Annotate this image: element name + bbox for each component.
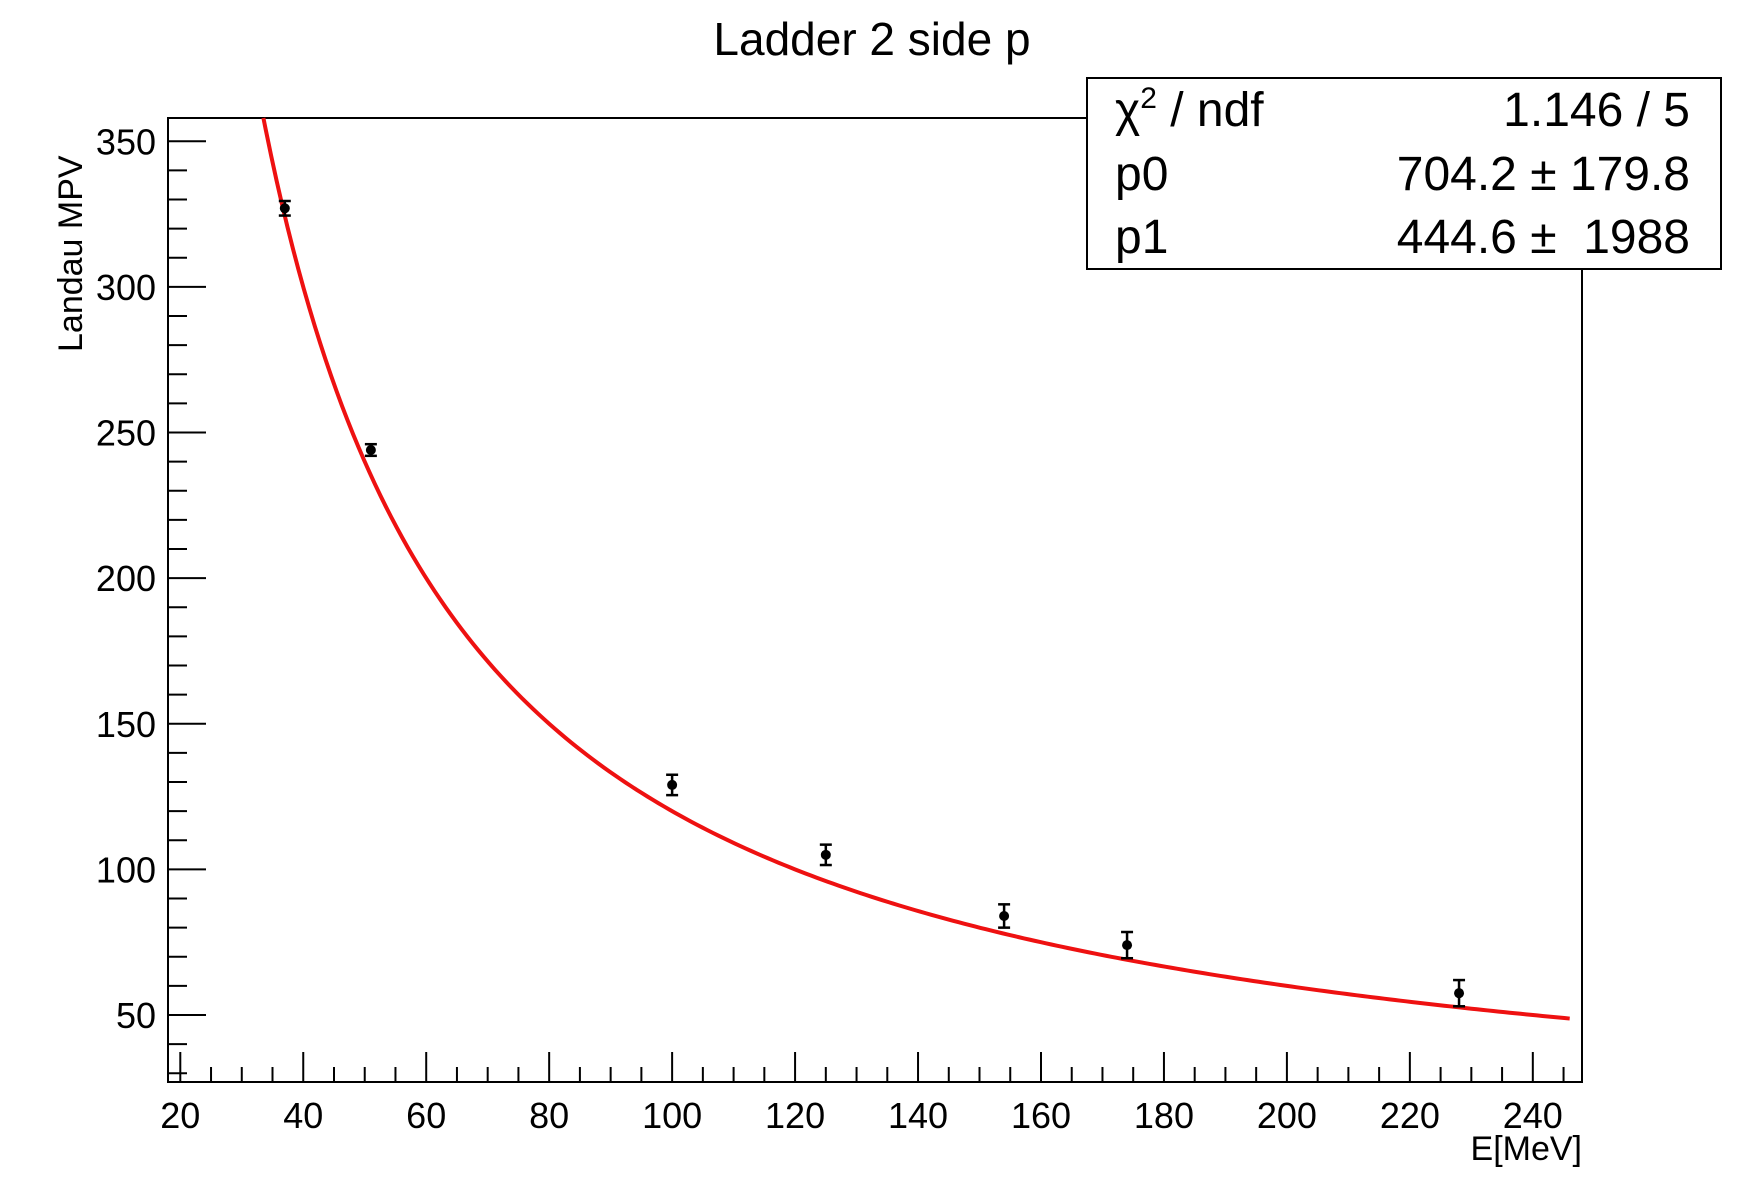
x-axis-title: E[MeV] <box>1471 1130 1582 1168</box>
x-tick-label: 40 <box>283 1095 323 1136</box>
x-tick-label: 100 <box>642 1095 702 1136</box>
data-points <box>278 199 1466 1008</box>
fit-curve <box>261 117 1570 1021</box>
y-tick-label: 50 <box>116 995 156 1036</box>
x-tick-label: 140 <box>888 1095 948 1136</box>
data-point <box>666 773 679 797</box>
data-point <box>998 903 1011 929</box>
plot-frame <box>167 117 1583 1083</box>
stats-value: 704.2 ± 179.8 <box>1397 148 1690 201</box>
point-marker <box>365 445 376 456</box>
y-axis: 50 100 150 200 250 300 350 <box>96 121 206 1075</box>
data-point <box>278 199 291 217</box>
stats-box-frame <box>1086 77 1722 270</box>
x-axis: 20 40 60 80 100 120 140 160 180 200 220 240 <box>160 1052 1565 1136</box>
point-marker <box>279 203 290 214</box>
chart-title: Ladder 2 side p <box>713 13 1030 65</box>
x-tick-label: 160 <box>1011 1095 1071 1136</box>
stats-value: 444.6 ± 1988 <box>1397 211 1690 264</box>
y-tick-label: 350 <box>96 121 156 162</box>
point-marker <box>1454 988 1465 999</box>
x-tick-label: 240 <box>1503 1095 1563 1136</box>
point-marker <box>820 849 831 860</box>
stats-box: χ2 / ndf 1.146 / 5 p0 704.2 ± 179.8 p1 444.6 … <box>1086 77 1722 270</box>
y-tick-label: 300 <box>96 267 156 308</box>
y-axis-title: Landau MPV <box>52 155 90 352</box>
point-marker <box>1122 940 1133 951</box>
x-tick-label: 60 <box>406 1095 446 1136</box>
point-marker <box>667 779 678 790</box>
x-tick-label: 120 <box>765 1095 825 1136</box>
stats-label: p1 <box>1115 211 1168 264</box>
x-tick-label: 20 <box>160 1095 200 1136</box>
data-point <box>1453 978 1466 1008</box>
y-tick-label: 250 <box>96 413 156 454</box>
x-tick-label: 180 <box>1134 1095 1194 1136</box>
point-marker <box>999 910 1010 921</box>
stats-label: χ2 / ndf <box>1115 82 1264 137</box>
x-tick-label: 220 <box>1380 1095 1440 1136</box>
x-tick-label: 80 <box>529 1095 569 1136</box>
y-tick-label: 150 <box>96 704 156 745</box>
data-point <box>819 843 832 867</box>
y-tick-label: 200 <box>96 558 156 599</box>
stats-value: 1.146 / 5 <box>1503 84 1690 137</box>
data-point <box>1121 930 1134 960</box>
stats-label: p0 <box>1115 148 1168 201</box>
y-tick-label: 100 <box>96 849 156 890</box>
data-point <box>364 442 377 458</box>
x-tick-label: 200 <box>1257 1095 1317 1136</box>
